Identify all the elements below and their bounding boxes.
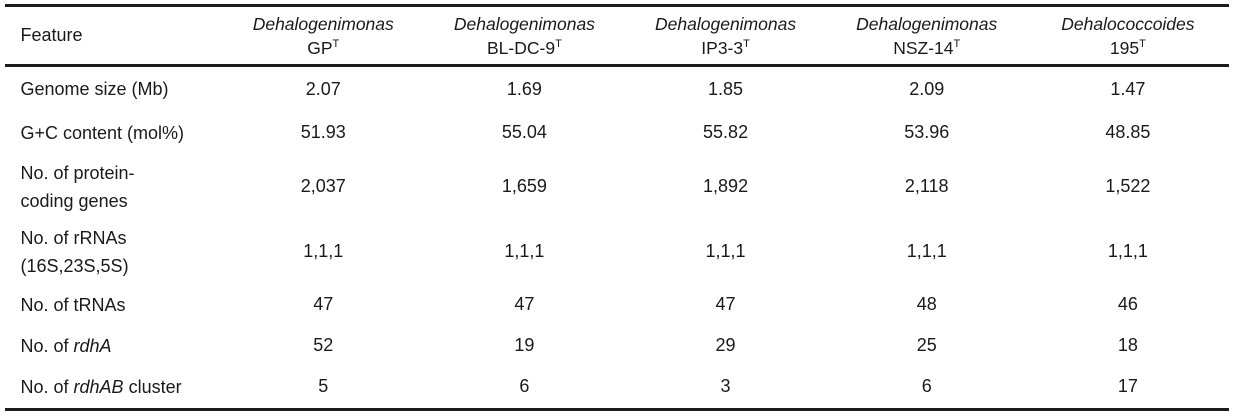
header-row: Feature Dehalogenimonas GPT Dehalogenimona… [4, 6, 1229, 66]
table-row: Genome size (Mb) 2.07 1.69 1.85 2.09 1.47 [5, 66, 1229, 112]
value-cell: 1.85 [708, 78, 744, 99]
table-header: Feature Dehalogenimonas GPT Dehalogenimona… [4, 6, 1229, 66]
table-row: No. of rdhA 52 19 29 25 18 [5, 326, 1229, 366]
value-cell: 55.82 [703, 122, 749, 142]
table-row: G+C content (mol%) 51.93 55.04 55.82 53.96 48… [5, 112, 1229, 154]
table-row: No. of tRNAs 47 47 47 48 46 [5, 284, 1229, 326]
value-cell: 48.85 [1105, 122, 1151, 142]
value-cell: 17 [1117, 376, 1138, 397]
value-cell: 3 [720, 376, 731, 397]
strain-column-header: Dehalogenimonas GPT [223, 6, 424, 66]
strain-name: IP3-3T [701, 37, 750, 58]
strain-name: 195T [1109, 37, 1146, 58]
table-row: No. of rdhAB cluster 5 6 3 6 17 [5, 366, 1229, 410]
value-cell: 47 [715, 294, 736, 314]
genus-name: Dehalogenimonas [655, 13, 797, 34]
value-cell: 55.04 [501, 122, 547, 142]
strain-column-header: Dehalogenimonas NSZ-14T [826, 6, 1027, 66]
strain-column-header: Dehalogenimonas IP3-3T [625, 6, 826, 66]
feature-cell: No. of rdhA [20, 335, 112, 356]
value-cell: 1,1,1 [504, 241, 545, 261]
value-cell: 2.09 [909, 78, 945, 99]
table-body: Genome size (Mb) 2.07 1.69 1.85 2.09 1.47 G+C … [5, 66, 1229, 410]
genus-name: Dehalogenimonas [453, 13, 595, 34]
feature-cell: No. of rdhAB cluster [20, 376, 182, 397]
strain-name: NSZ-14T [893, 37, 961, 58]
feature-cell: No. of rRNAs (16S,23S,5S) [20, 227, 129, 276]
value-cell: 53.96 [904, 122, 950, 142]
feature-column-header: Feature [20, 25, 83, 45]
value-cell: 1,1,1 [303, 241, 344, 261]
value-cell: 47 [313, 294, 334, 314]
genus-name: Dehalococcoides [1061, 13, 1195, 34]
type-strain-superscript: T [1139, 37, 1146, 50]
value-cell: 25 [916, 335, 937, 355]
feature-cell: No. of protein-coding genes [20, 162, 135, 211]
value-cell: 29 [715, 335, 736, 355]
value-cell: 47 [514, 294, 535, 314]
value-cell: 1,892 [703, 176, 749, 196]
value-cell: 1.69 [506, 78, 542, 99]
table-row: No. of protein-coding genes 2,037 1,659 1,8… [5, 154, 1229, 220]
value-cell: 1,1,1 [705, 241, 746, 261]
value-cell: 1.47 [1110, 78, 1146, 99]
strain-column-header: Dehalogenimonas BL-DC-9T [424, 6, 625, 66]
strain-name: GPT [307, 37, 340, 58]
value-cell: 18 [1117, 335, 1138, 355]
type-strain-superscript: T [743, 37, 750, 50]
genus-name: Dehalogenimonas [856, 13, 998, 34]
value-cell: 6 [519, 376, 530, 397]
value-cell: 48 [916, 294, 937, 314]
strain-name: BL-DC-9T [487, 37, 562, 58]
feature-cell: G+C content (mol%) [20, 122, 185, 143]
value-cell: 1,1,1 [906, 241, 947, 261]
value-cell: 51.93 [300, 122, 346, 142]
value-cell: 6 [921, 376, 932, 397]
table-row: No. of rRNAs (16S,23S,5S) 1,1,1 1,1,1 1,1,1 1… [5, 220, 1229, 284]
value-cell: 46 [1117, 294, 1138, 314]
value-cell: 19 [514, 335, 535, 355]
type-strain-superscript: T [555, 37, 562, 50]
type-strain-superscript: T [332, 37, 340, 50]
genome-comparison-table: Feature Dehalogenimonas GPT Dehalogenimona… [4, 4, 1229, 411]
feature-cell: No. of tRNAs [20, 294, 126, 315]
value-cell: 1,1,1 [1107, 241, 1148, 261]
value-cell: 2,118 [904, 176, 949, 196]
value-cell: 5 [318, 376, 329, 397]
value-cell: 52 [313, 335, 334, 355]
value-cell: 2,037 [300, 176, 346, 196]
value-cell: 1,659 [501, 176, 547, 196]
feature-cell: Genome size (Mb) [20, 79, 169, 100]
genus-name: Dehalogenimonas [252, 13, 394, 34]
strain-column-header: Dehalococcoides 195T [1027, 6, 1228, 66]
value-cell: 2.07 [305, 78, 341, 99]
type-strain-superscript: T [953, 37, 961, 50]
value-cell: 1,522 [1105, 176, 1151, 196]
